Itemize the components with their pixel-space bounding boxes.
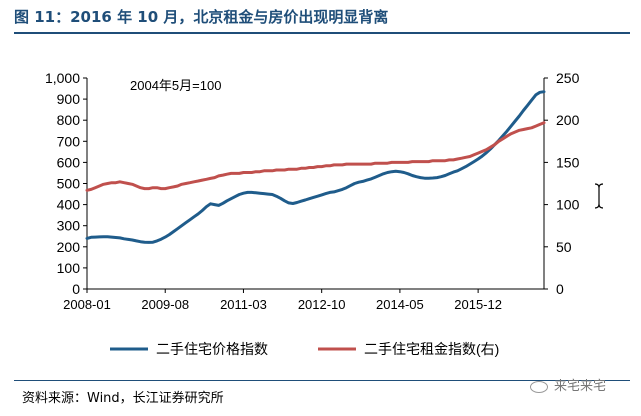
- x-tick-label: 2012-10: [298, 297, 346, 312]
- series-line-price: [85, 90, 546, 244]
- right-tick-label: 200: [556, 112, 580, 128]
- right-tick-label: 150: [556, 154, 580, 170]
- left-tick-label: 300: [57, 218, 81, 234]
- series-layer: [85, 90, 546, 244]
- wechat-icon: [530, 380, 548, 393]
- left-tick-label: 200: [57, 239, 81, 255]
- right-tick-label: 250: [556, 70, 580, 86]
- right-axis: 0 50 100 150 200 250: [543, 70, 580, 297]
- left-tick-label: 600: [57, 154, 81, 170]
- x-axis: 2008-01 2009-08 2011-03 2012-10 2014-05 2015-…: [63, 288, 544, 312]
- chart-annotation: 2004年5月=100: [130, 78, 221, 93]
- x-tick-label: 2009-08: [141, 297, 189, 312]
- legend-label-rent: 二手住宅租金指数(右): [364, 341, 499, 357]
- legend-label-price: 二手住宅价格指数: [156, 341, 268, 357]
- left-tick-label: 800: [57, 112, 81, 128]
- source-divider: [14, 380, 630, 381]
- right-tick-label: 100: [556, 197, 580, 213]
- text-cursor-icon: [594, 183, 604, 209]
- figure-title: 图 11：2016 年 10 月，北京租金与房价出现明显背离: [14, 8, 389, 26]
- right-tick-label: 0: [556, 281, 564, 297]
- right-tick-label: 50: [556, 239, 572, 255]
- watermark-text: 来宅来宅: [554, 379, 607, 394]
- legend: 二手住宅价格指数 二手住宅租金指数(右): [110, 341, 499, 357]
- source-note: 资料来源：Wind，长江证券研究所: [22, 391, 224, 406]
- title-divider: [14, 32, 630, 34]
- series-line-rent: [85, 121, 546, 192]
- left-tick-label: 400: [57, 197, 81, 213]
- x-tick-label: 2011-03: [220, 297, 267, 312]
- left-tick-label: 500: [57, 176, 81, 192]
- x-tick-label: 2008-01: [63, 297, 111, 312]
- left-tick-label: 0: [72, 281, 80, 297]
- watermark: 来宅来宅: [530, 375, 606, 394]
- left-axis: 0 100 200 300 400 500 600 700 800 900 1,000: [45, 70, 88, 297]
- left-tick-label: 1,000: [45, 70, 80, 86]
- left-tick-label: 900: [57, 91, 81, 107]
- chart-plot: 2004年5月=100 0100200300400500600700800900…: [45, 70, 580, 357]
- left-tick-label: 100: [57, 260, 81, 276]
- x-tick-label: 2015-12: [454, 297, 502, 312]
- left-tick-label: 700: [57, 133, 81, 149]
- x-tick-label: 2014-05: [376, 297, 424, 312]
